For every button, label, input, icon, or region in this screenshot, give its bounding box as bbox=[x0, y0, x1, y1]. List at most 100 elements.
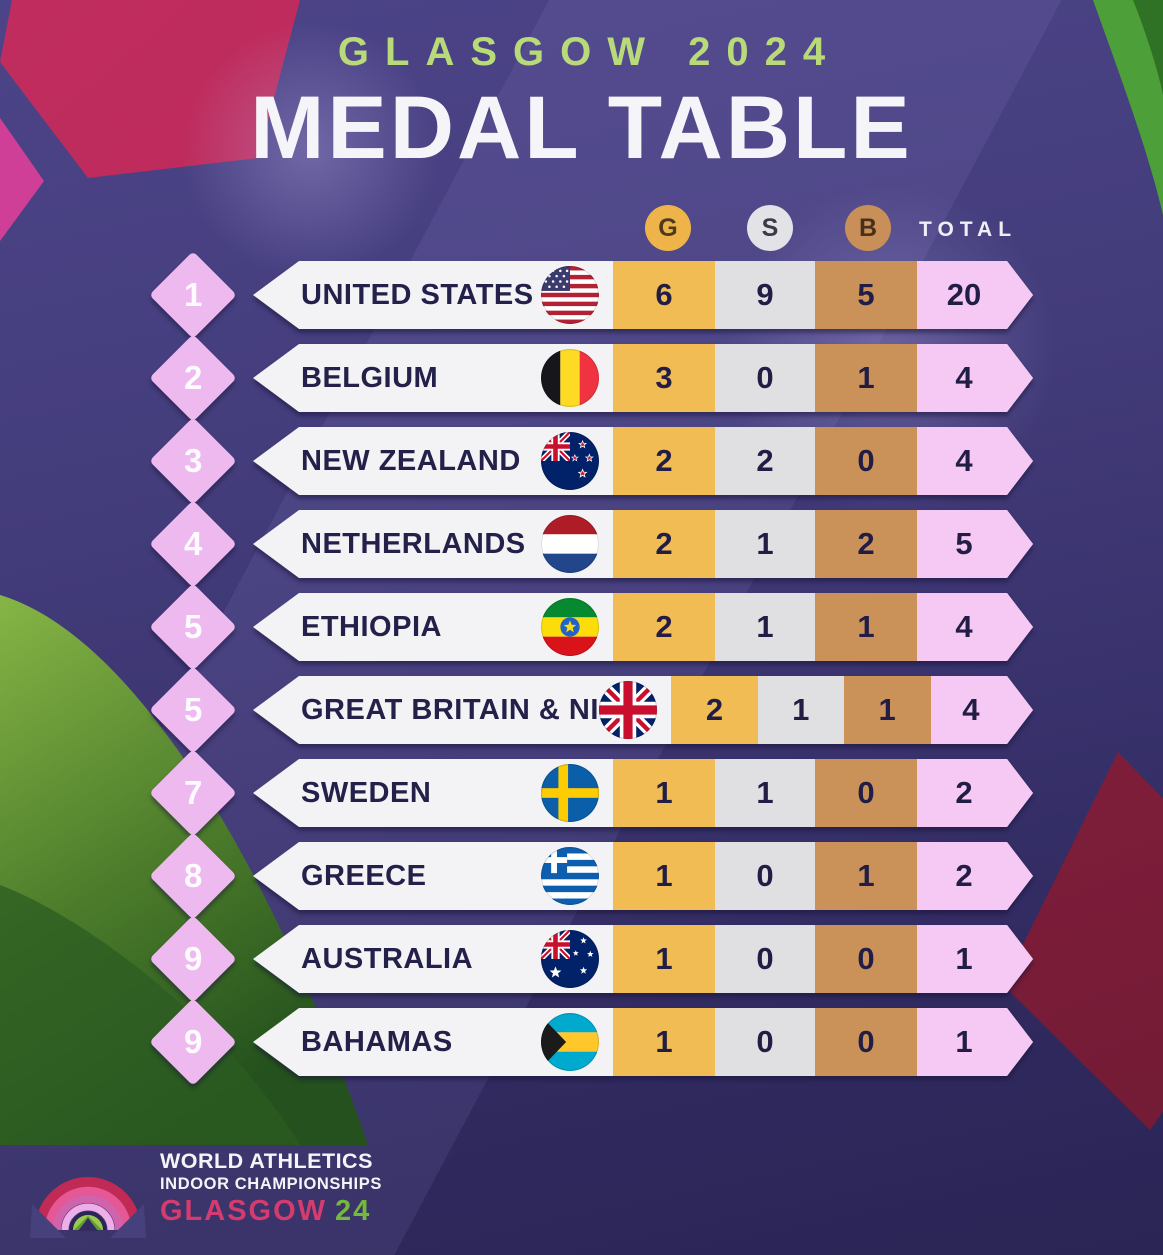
table-row: 7 SWEDEN 1 1 0 2 bbox=[0, 749, 1163, 837]
world-athletics-logo-icon bbox=[30, 1177, 146, 1238]
country-name: GREAT BRITAIN & NI bbox=[301, 693, 599, 726]
event-title: GLASGOW 2024 bbox=[337, 30, 842, 74]
flag-united-states-icon bbox=[541, 266, 599, 324]
title-block: GLASGOW 2024 MEDAL TABLE bbox=[0, 30, 1163, 172]
gold-count: 6 bbox=[613, 261, 715, 329]
country-name: UNITED STATES bbox=[301, 278, 534, 311]
bronze-count: 5 bbox=[815, 261, 917, 329]
table-row: 8 GREECE 1 0 1 bbox=[0, 832, 1163, 920]
table-row: 5 GREAT BRITAIN & NI 2 1 1 4 bbox=[0, 666, 1163, 754]
rank-badge: 2 bbox=[149, 334, 237, 422]
country-name: BAHAMAS bbox=[301, 1025, 453, 1058]
silver-count: 1 bbox=[758, 676, 844, 744]
flag-netherlands-icon bbox=[541, 515, 599, 573]
rank-number: 9 bbox=[183, 939, 203, 977]
rank-badge: 4 bbox=[149, 500, 237, 588]
rank-number: 9 bbox=[183, 1022, 203, 1060]
silver-count: 9 bbox=[715, 261, 815, 329]
silver-count: 0 bbox=[715, 925, 815, 993]
table-row: 1 UNITED STATES 6 9 5 bbox=[0, 251, 1163, 339]
silver-count: 1 bbox=[715, 759, 815, 827]
rank-badge: 1 bbox=[149, 251, 237, 339]
silver-count: 0 bbox=[715, 842, 815, 910]
bronze-count: 2 bbox=[815, 510, 917, 578]
page-title: MEDAL TABLE bbox=[250, 77, 913, 177]
rank-number: 3 bbox=[183, 441, 203, 479]
table-row: 4 NETHERLANDS 2 1 2 5 bbox=[0, 500, 1163, 588]
gold-count: 1 bbox=[613, 759, 715, 827]
table-row: 9 BAHAMAS 1 0 0 1 bbox=[0, 998, 1163, 1086]
rank-badge: 3 bbox=[149, 417, 237, 505]
gold-count: 1 bbox=[613, 925, 715, 993]
gold-medal-icon: G bbox=[645, 205, 691, 251]
total-count: 4 bbox=[917, 593, 1033, 661]
footer-host-city: GLASGOW 24 bbox=[160, 1196, 382, 1226]
table-row: 5 ETHIOPIA 2 1 1 4 bbox=[0, 583, 1163, 671]
flag-ethiopia-icon bbox=[541, 598, 599, 656]
silver-count: 0 bbox=[715, 1008, 815, 1076]
footer-event-name: INDOOR CHAMPIONSHIPS bbox=[160, 1174, 382, 1193]
rank-number: 5 bbox=[183, 690, 203, 728]
total-count: 4 bbox=[930, 676, 1033, 744]
flag-bahamas-icon bbox=[541, 1013, 599, 1071]
footer-org-name: WORLD ATHLETICS bbox=[160, 1149, 373, 1173]
flag-australia-icon bbox=[541, 930, 599, 988]
gold-count: 3 bbox=[613, 344, 715, 412]
gold-count: 1 bbox=[613, 842, 715, 910]
total-column-header: TOTAL bbox=[919, 218, 1018, 241]
silver-count: 2 bbox=[715, 427, 815, 495]
rank-number: 2 bbox=[183, 358, 203, 396]
flag-greece-icon bbox=[541, 847, 599, 905]
silver-medal-icon: S bbox=[747, 205, 793, 251]
rank-number: 4 bbox=[183, 524, 203, 562]
rank-badge: 5 bbox=[149, 666, 237, 754]
country-name: GREECE bbox=[301, 859, 427, 892]
total-count: 4 bbox=[917, 344, 1033, 412]
total-count: 2 bbox=[917, 759, 1033, 827]
footer-text: WORLD ATHLETICS INDOOR CHAMPIONSHIPS GLA… bbox=[160, 1150, 382, 1226]
flag-new-zealand-icon bbox=[541, 432, 599, 490]
table-row: 2 BELGIUM 3 0 1 4 bbox=[0, 334, 1163, 422]
rank-badge: 5 bbox=[149, 583, 237, 671]
rank-badge: 9 bbox=[149, 915, 237, 1003]
flag-belgium-icon bbox=[541, 349, 599, 407]
bronze-count: 1 bbox=[843, 676, 931, 744]
country-name: AUSTRALIA bbox=[301, 942, 474, 975]
bronze-count: 0 bbox=[815, 427, 917, 495]
country-name: BELGIUM bbox=[301, 361, 439, 394]
rank-number: 8 bbox=[183, 856, 203, 894]
silver-count: 1 bbox=[715, 510, 815, 578]
total-count: 20 bbox=[917, 261, 1033, 329]
silver-count: 0 bbox=[715, 344, 815, 412]
rank-badge: 7 bbox=[149, 749, 237, 837]
rank-badge: 8 bbox=[149, 832, 237, 920]
country-name: ETHIOPIA bbox=[301, 610, 442, 643]
total-count: 4 bbox=[917, 427, 1033, 495]
rank-number: 7 bbox=[183, 773, 203, 811]
total-count: 1 bbox=[917, 1008, 1033, 1076]
footer-year: 24 bbox=[335, 1194, 372, 1227]
gold-count: 2 bbox=[613, 593, 715, 661]
medal-table: 1 UNITED STATES 6 9 5 bbox=[0, 251, 1163, 1091]
bronze-count: 0 bbox=[815, 1008, 917, 1076]
bronze-count: 0 bbox=[815, 925, 917, 993]
background-green-right-shape bbox=[1093, 0, 1163, 215]
total-count: 1 bbox=[917, 925, 1033, 993]
rank-number: 5 bbox=[183, 607, 203, 645]
bronze-count: 0 bbox=[815, 759, 917, 827]
gold-count: 1 bbox=[613, 1008, 715, 1076]
country-name: SWEDEN bbox=[301, 776, 432, 809]
flag-sweden-icon bbox=[541, 764, 599, 822]
bronze-count: 1 bbox=[815, 344, 917, 412]
gold-count: 2 bbox=[613, 427, 715, 495]
country-name: NEW ZEALAND bbox=[301, 444, 521, 477]
rank-number: 1 bbox=[183, 275, 203, 313]
gold-count: 2 bbox=[670, 676, 759, 744]
bronze-medal-icon: B bbox=[845, 205, 891, 251]
table-row: 3 NEW ZEALAND bbox=[0, 417, 1163, 505]
table-row: 9 AUSTRALIA bbox=[0, 915, 1163, 1003]
bronze-count: 1 bbox=[815, 842, 917, 910]
gold-count: 2 bbox=[613, 510, 715, 578]
footer: WORLD ATHLETICS INDOOR CHAMPIONSHIPS GLA… bbox=[30, 1142, 382, 1242]
